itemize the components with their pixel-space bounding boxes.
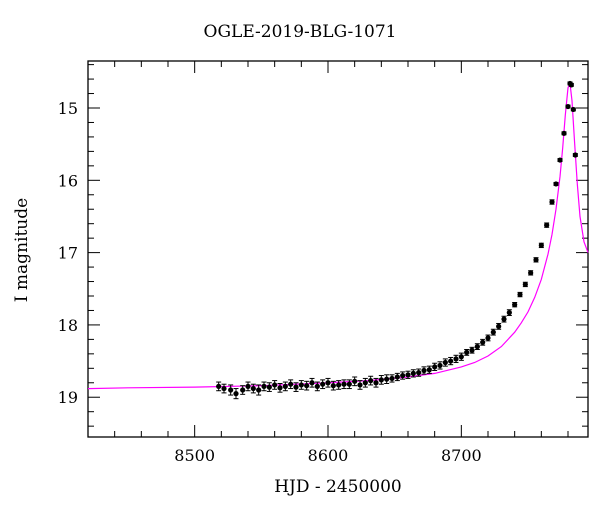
- x-tick-label: 8600: [308, 446, 349, 465]
- data-point: [496, 323, 502, 329]
- chart-title: OGLE-2019-BLG-1071: [203, 22, 397, 42]
- data-point: [309, 380, 315, 386]
- y-tick-label: 15: [58, 99, 78, 118]
- data-point: [256, 387, 262, 393]
- data-point: [341, 381, 347, 387]
- data-point: [261, 383, 267, 389]
- data-point: [221, 385, 227, 392]
- data-point: [565, 103, 571, 110]
- data-point: [346, 381, 352, 387]
- ticks: [87, 61, 588, 437]
- model-line: [87, 81, 589, 390]
- data-point: [336, 382, 342, 388]
- data-point: [432, 364, 438, 370]
- data-point: [544, 222, 550, 228]
- data-point: [426, 367, 432, 373]
- data-point: [362, 380, 368, 386]
- tick-labels: 8500 8600 8700 15 16 17 18 19: [58, 99, 482, 465]
- data-point: [522, 281, 528, 288]
- data-point: [553, 181, 559, 187]
- data-point: [561, 130, 567, 136]
- data-point: [216, 383, 222, 389]
- data-point: [293, 384, 299, 390]
- data-point: [394, 374, 400, 380]
- data-point: [245, 383, 251, 389]
- data-point: [474, 344, 480, 350]
- data-point: [416, 370, 422, 376]
- data-point: [469, 347, 475, 353]
- data-point: [384, 376, 390, 382]
- data-point: [400, 372, 406, 379]
- data-point: [480, 339, 486, 345]
- data-point: [570, 106, 576, 113]
- data-point: [389, 375, 395, 382]
- data-point: [277, 385, 283, 391]
- data-point: [352, 378, 358, 384]
- data-point: [557, 157, 563, 163]
- data-point: [501, 316, 507, 322]
- data-point: [266, 384, 272, 390]
- data-point: [410, 370, 416, 376]
- data-point: [453, 356, 459, 362]
- data-point: [517, 291, 523, 298]
- data-point: [250, 385, 256, 392]
- data-point: [298, 382, 304, 388]
- data-point: [437, 362, 443, 369]
- data-point: [568, 82, 574, 88]
- data-point: [572, 152, 578, 158]
- data-point: [405, 372, 411, 378]
- data-point: [272, 382, 278, 388]
- data-point: [368, 378, 374, 384]
- data-point: [538, 242, 544, 248]
- data-point: [549, 199, 555, 205]
- data-point: [320, 381, 326, 387]
- x-tick-label: 8500: [174, 446, 215, 465]
- data-point: [304, 383, 310, 389]
- data-point: [330, 383, 336, 389]
- data-point: [448, 358, 454, 364]
- data-point: [464, 349, 470, 355]
- plot-frame: [87, 60, 589, 438]
- data-point: [458, 354, 464, 360]
- data-point: [314, 383, 320, 389]
- axes: [87, 60, 589, 438]
- data-points: [216, 80, 578, 400]
- y-axis-label: I magnitude: [12, 197, 32, 303]
- data-point: [282, 383, 288, 389]
- y-tick-label: 16: [58, 171, 78, 190]
- data-point: [490, 329, 496, 335]
- x-tick-label: 8700: [441, 446, 482, 465]
- data-point: [373, 380, 379, 386]
- y-tick-label: 18: [58, 316, 78, 335]
- data-point: [485, 335, 491, 341]
- data-point: [228, 387, 234, 393]
- data-point: [506, 310, 512, 316]
- data-point: [378, 377, 384, 383]
- data-point: [421, 367, 427, 374]
- data-point: [288, 381, 294, 387]
- y-tick-label: 17: [58, 244, 78, 263]
- data-point: [533, 257, 539, 263]
- model-curve: [87, 81, 589, 390]
- data-point: [528, 270, 534, 276]
- data-point: [325, 380, 331, 386]
- data-point: [240, 387, 246, 393]
- data-point: [357, 382, 363, 388]
- data-point: [233, 391, 239, 397]
- data-point: [512, 302, 518, 308]
- x-axis-label: HJD - 2450000: [274, 477, 402, 497]
- y-tick-label: 19: [58, 388, 78, 407]
- data-point: [442, 359, 448, 366]
